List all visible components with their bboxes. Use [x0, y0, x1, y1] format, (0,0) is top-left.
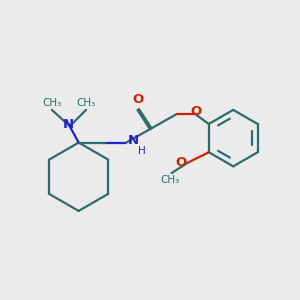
Text: CH₃: CH₃ [76, 98, 96, 108]
Text: O: O [175, 156, 187, 169]
Text: O: O [132, 93, 143, 106]
Text: N: N [128, 134, 139, 147]
Text: CH₃: CH₃ [42, 98, 62, 108]
Text: O: O [190, 105, 201, 118]
Text: H: H [137, 146, 145, 156]
Text: CH₃: CH₃ [160, 175, 180, 184]
Text: N: N [63, 118, 74, 131]
